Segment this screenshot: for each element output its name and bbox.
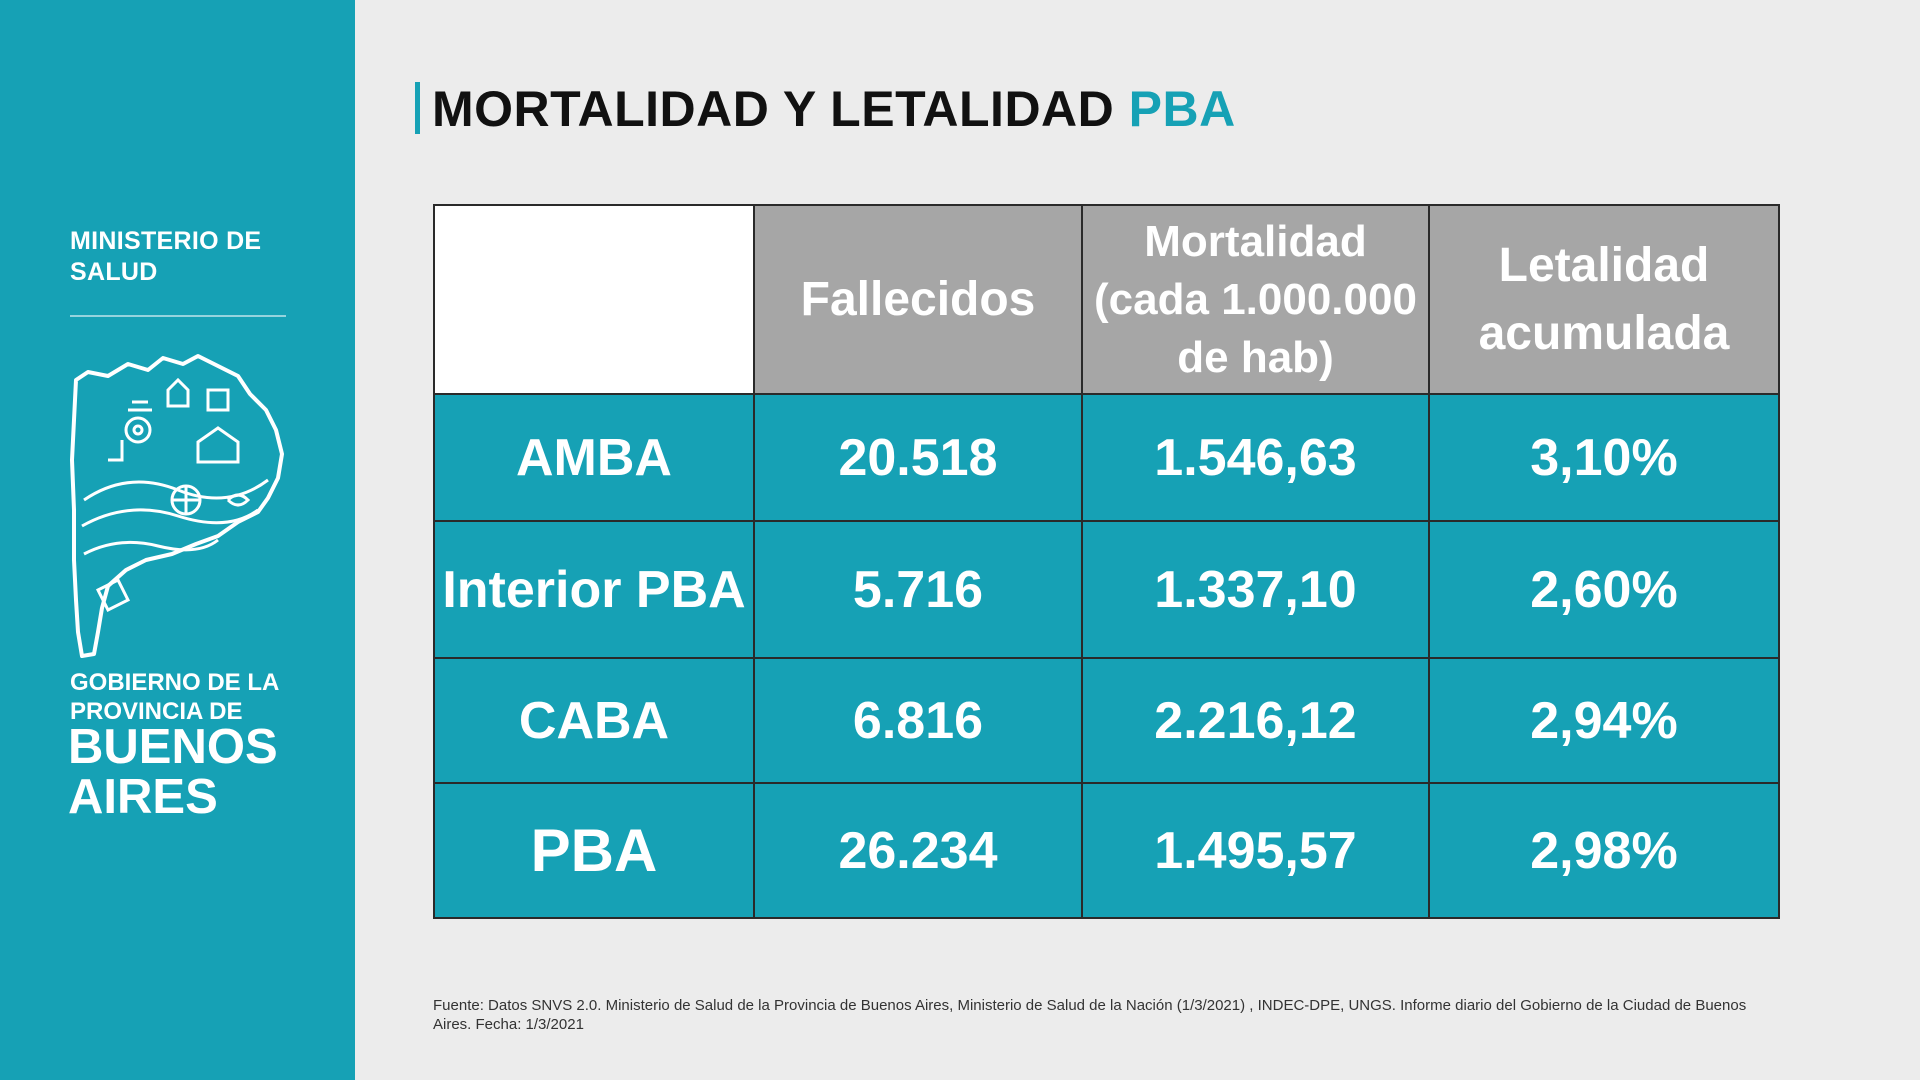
cell-mortalidad: 1.337,10: [1081, 520, 1430, 659]
province-map-logo: [70, 354, 284, 658]
title-main: MORTALIDAD Y LETALIDAD: [432, 81, 1115, 137]
header-fallecidos: Fallecidos: [753, 204, 1083, 395]
cell-letalidad: 3,10%: [1428, 393, 1780, 522]
mortality-table: Fallecidos Mortalidad (cada 1.000.000 de…: [433, 204, 1780, 919]
cell-mortalidad: 1.546,63: [1081, 393, 1430, 522]
buenos-aires-label: BUENOS AIRES: [68, 720, 278, 824]
title-accent: PBA: [1128, 81, 1236, 137]
cell-fallecidos: 20.518: [753, 393, 1083, 522]
header-mortalidad-line3: de hab): [1177, 332, 1334, 382]
table-row: PBA 26.234 1.495,57 2,98%: [433, 782, 1780, 919]
cell-mortalidad: 2.216,12: [1081, 657, 1430, 784]
cell-fallecidos: 6.816: [753, 657, 1083, 784]
row-label: Interior PBA: [433, 520, 755, 659]
header-blank-cell: [433, 204, 755, 395]
title-accent-bar: [415, 82, 420, 134]
cell-mortalidad: 1.495,57: [1081, 782, 1430, 919]
header-mortalidad-line1: Mortalidad: [1144, 216, 1367, 266]
row-label: CABA: [433, 657, 755, 784]
row-label: PBA: [433, 782, 755, 919]
sidebar: MINISTERIO DE SALUD GOBIERNO DE LA PROVI…: [0, 0, 355, 1080]
sidebar-divider: [70, 315, 286, 317]
header-mortalidad: Mortalidad (cada 1.000.000 de hab): [1081, 204, 1430, 395]
page-title: MORTALIDAD Y LETALIDAD PBA: [432, 80, 1236, 138]
table-row: CABA 6.816 2.216,12 2,94%: [433, 657, 1780, 784]
cell-fallecidos: 5.716: [753, 520, 1083, 659]
gobierno-label: GOBIERNO DE LA PROVINCIA DE: [70, 669, 279, 725]
table-row: AMBA 20.518 1.546,63 3,10%: [433, 393, 1780, 522]
header-letalidad-line2: acumulada: [1478, 306, 1730, 360]
cell-letalidad: 2,60%: [1428, 520, 1780, 659]
cell-letalidad: 2,98%: [1428, 782, 1780, 919]
row-label: AMBA: [433, 393, 755, 522]
header-mortalidad-line2: (cada 1.000.000: [1094, 274, 1417, 324]
table-header-row: Fallecidos Mortalidad (cada 1.000.000 de…: [433, 204, 1780, 395]
table-row: Interior PBA 5.716 1.337,10 2,60%: [433, 520, 1780, 659]
header-letalidad-line1: Letalidad: [1498, 238, 1710, 292]
cell-letalidad: 2,94%: [1428, 657, 1780, 784]
source-footnote: Fuente: Datos SNVS 2.0. Ministerio de Sa…: [433, 997, 1747, 1033]
cell-fallecidos: 26.234: [753, 782, 1083, 919]
ministerio-label: MINISTERIO DE SALUD: [70, 227, 262, 286]
header-letalidad: Letalidad acumulada: [1428, 204, 1780, 395]
